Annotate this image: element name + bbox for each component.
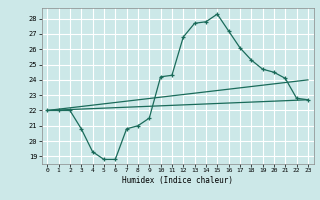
- X-axis label: Humidex (Indice chaleur): Humidex (Indice chaleur): [122, 176, 233, 185]
